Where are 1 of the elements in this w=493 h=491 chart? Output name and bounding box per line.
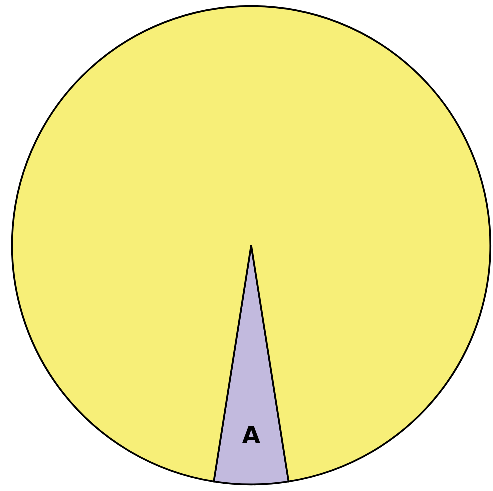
slice-label: A — [242, 426, 260, 444]
